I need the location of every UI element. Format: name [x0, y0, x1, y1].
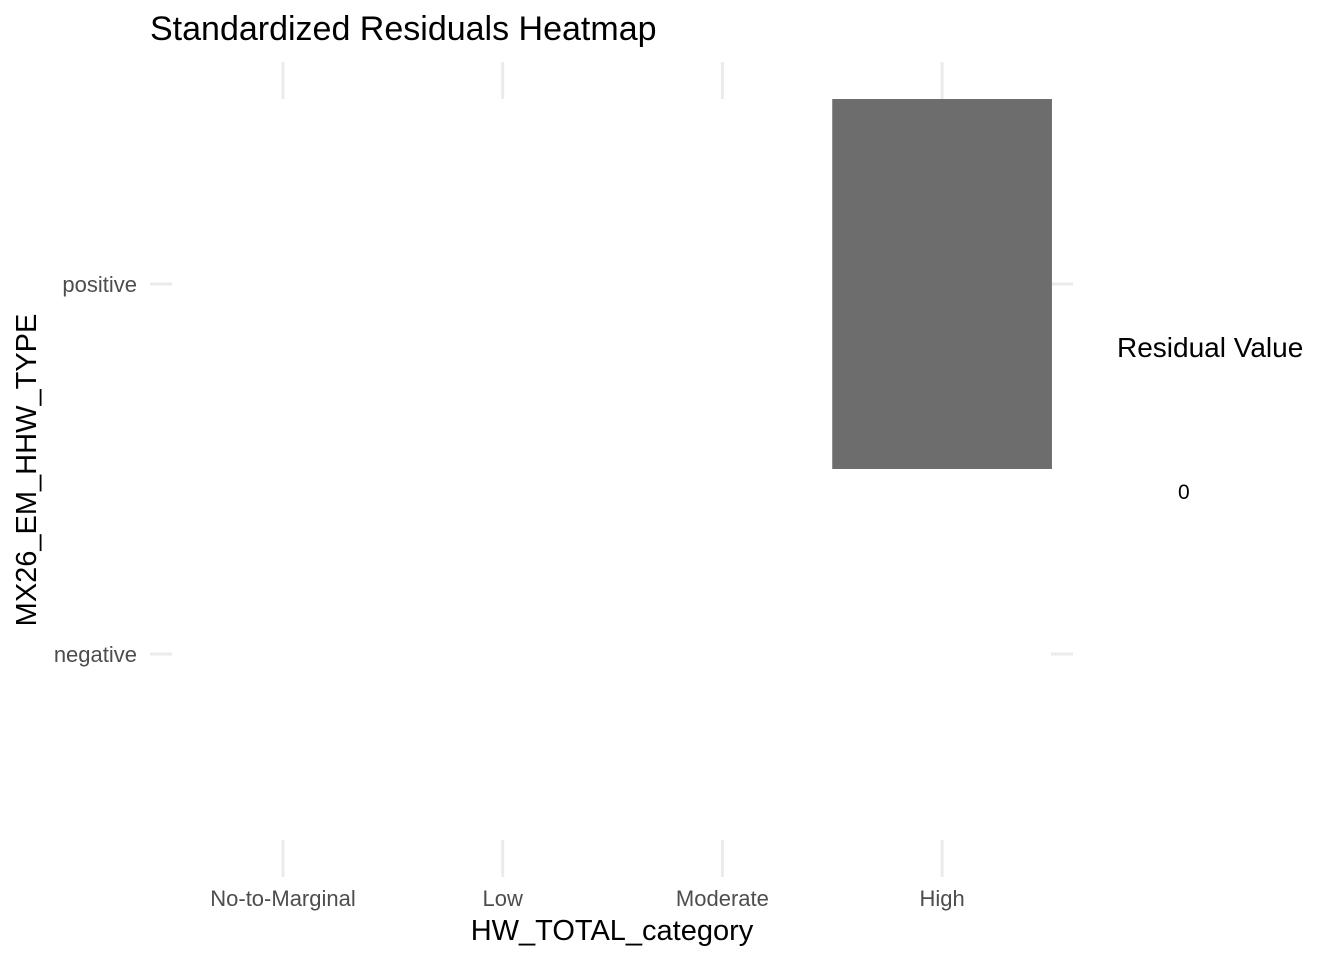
legend: Residual Value 0: [1117, 332, 1303, 504]
grid-lines: [150, 62, 1073, 877]
legend-title: Residual Value: [1117, 332, 1303, 363]
legend-labels: 0: [1178, 481, 1190, 504]
x-tick-label: Low: [483, 886, 523, 911]
x-axis-title: HW_TOTAL_category: [471, 915, 754, 947]
x-tick-labels: No-to-Marginal Low Moderate High: [210, 886, 964, 911]
x-tick-label: Moderate: [676, 886, 769, 911]
y-axis-title: MX26_EM_HHW_TYPE: [11, 314, 43, 627]
y-tick-label: positive: [62, 272, 137, 297]
y-tick-label: negative: [54, 642, 137, 667]
legend-label: 0: [1178, 481, 1190, 504]
heatmap-cell: [832, 99, 1052, 469]
chart-title: Standardized Residuals Heatmap: [150, 10, 657, 48]
x-tick-label: No-to-Marginal: [210, 886, 356, 911]
heatmap-cells: [832, 99, 1052, 469]
x-tick-label: High: [919, 886, 964, 911]
y-tick-labels: negative positive: [54, 272, 137, 667]
